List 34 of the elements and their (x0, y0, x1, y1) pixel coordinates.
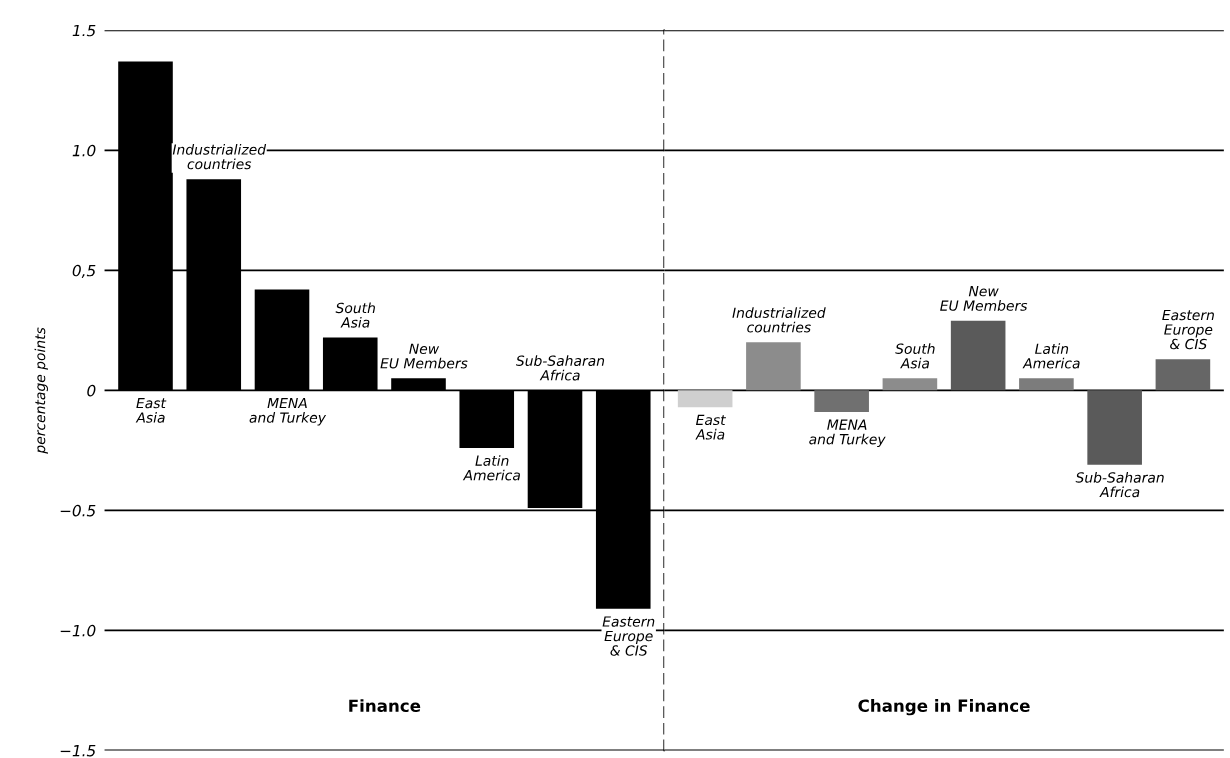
y-tick-label: 1.5 (72, 24, 96, 37)
x-tick-label: East Asia (135, 398, 167, 423)
y-tick-label: 0 (87, 384, 96, 397)
y-axis-title: percentage points (34, 327, 49, 454)
x-tick-label: New EU Members (380, 343, 468, 369)
bar (1087, 390, 1142, 465)
x-tick-label: Latin America (462, 455, 520, 481)
x-tick-label: Industrialized countries (172, 144, 267, 170)
x-tick-label: MENA and Turkey (809, 419, 886, 448)
x-tick-label: Sub-Saharan Africa (515, 355, 605, 381)
bar (746, 342, 801, 391)
x-tick-label: New EU Members (940, 286, 1028, 311)
x-tick-label: Sub-Saharan Africa (1075, 471, 1164, 498)
annotation: Finance (349, 699, 421, 713)
y-tick-label: 0,5 (72, 264, 96, 278)
x-tick-label: South Asia (335, 302, 375, 328)
bar (950, 320, 1006, 391)
y-tick-label: −1.5 (60, 745, 96, 757)
y-tick-label: −1.0 (60, 624, 96, 637)
bar (1019, 378, 1074, 391)
y-tick-label: 1.0 (72, 144, 96, 157)
bar (677, 390, 733, 408)
x-tick-label: Industrialized countries (732, 307, 826, 333)
y-tick-label: −0.5 (60, 504, 96, 517)
annotation: Change in Finance (858, 699, 1030, 716)
bar (814, 390, 869, 412)
x-tick-label: Latin America (1022, 343, 1080, 369)
x-tick-label: Eastern Europe & CIS (1162, 309, 1214, 350)
x-tick-label: East Asia (695, 414, 727, 440)
x-tick-label: MENA and Turkey (249, 398, 327, 426)
bar (882, 378, 938, 391)
bar (1155, 359, 1211, 391)
x-tick-label: Eastern Europe & CIS (602, 616, 655, 656)
x-tick-label: South Asia (895, 343, 935, 369)
